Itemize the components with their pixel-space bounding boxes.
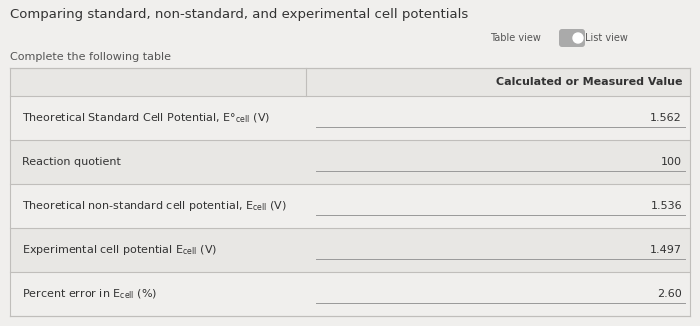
Text: 2.60: 2.60 — [657, 289, 682, 299]
Bar — [10, 228, 690, 272]
Bar — [10, 140, 690, 184]
Bar — [10, 68, 690, 316]
FancyBboxPatch shape — [559, 29, 585, 47]
Text: 1.562: 1.562 — [650, 113, 682, 123]
Bar — [10, 68, 690, 96]
Bar — [10, 184, 690, 228]
Bar — [10, 272, 690, 316]
Bar — [10, 96, 690, 140]
Text: Theoretical non-standard cell potential, E$_\mathregular{cell}$ (V): Theoretical non-standard cell potential,… — [22, 199, 287, 213]
Text: Percent error in E$_\mathregular{cell}$ (%): Percent error in E$_\mathregular{cell}$ … — [22, 287, 158, 301]
Text: Reaction quotient: Reaction quotient — [22, 157, 121, 167]
Text: 1.536: 1.536 — [650, 201, 682, 211]
Text: 1.497: 1.497 — [650, 245, 682, 255]
Text: Theoretical Standard Cell Potential, E°$_\mathregular{cell}$ (V): Theoretical Standard Cell Potential, E°$… — [22, 111, 270, 125]
Text: Comparing standard, non-standard, and experimental cell potentials: Comparing standard, non-standard, and ex… — [10, 8, 468, 21]
Text: List view: List view — [585, 33, 628, 43]
Text: Complete the following table: Complete the following table — [10, 52, 171, 62]
Circle shape — [573, 33, 583, 43]
Text: Table view: Table view — [490, 33, 541, 43]
Text: 100: 100 — [661, 157, 682, 167]
Text: Calculated or Measured Value: Calculated or Measured Value — [496, 77, 682, 87]
Text: Experimental cell potential E$_\mathregular{cell}$ (V): Experimental cell potential E$_\mathregu… — [22, 243, 217, 257]
